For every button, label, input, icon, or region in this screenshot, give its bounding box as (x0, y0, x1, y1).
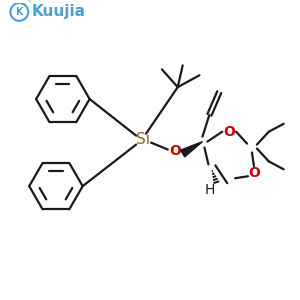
Text: O: O (223, 125, 235, 139)
Text: H: H (204, 183, 214, 197)
Text: Kuujia: Kuujia (31, 4, 85, 20)
Text: K: K (16, 7, 23, 17)
Text: O: O (169, 145, 181, 158)
Text: Si: Si (136, 132, 150, 147)
Text: °: ° (28, 0, 31, 6)
Polygon shape (181, 142, 202, 157)
Text: O: O (248, 166, 260, 180)
